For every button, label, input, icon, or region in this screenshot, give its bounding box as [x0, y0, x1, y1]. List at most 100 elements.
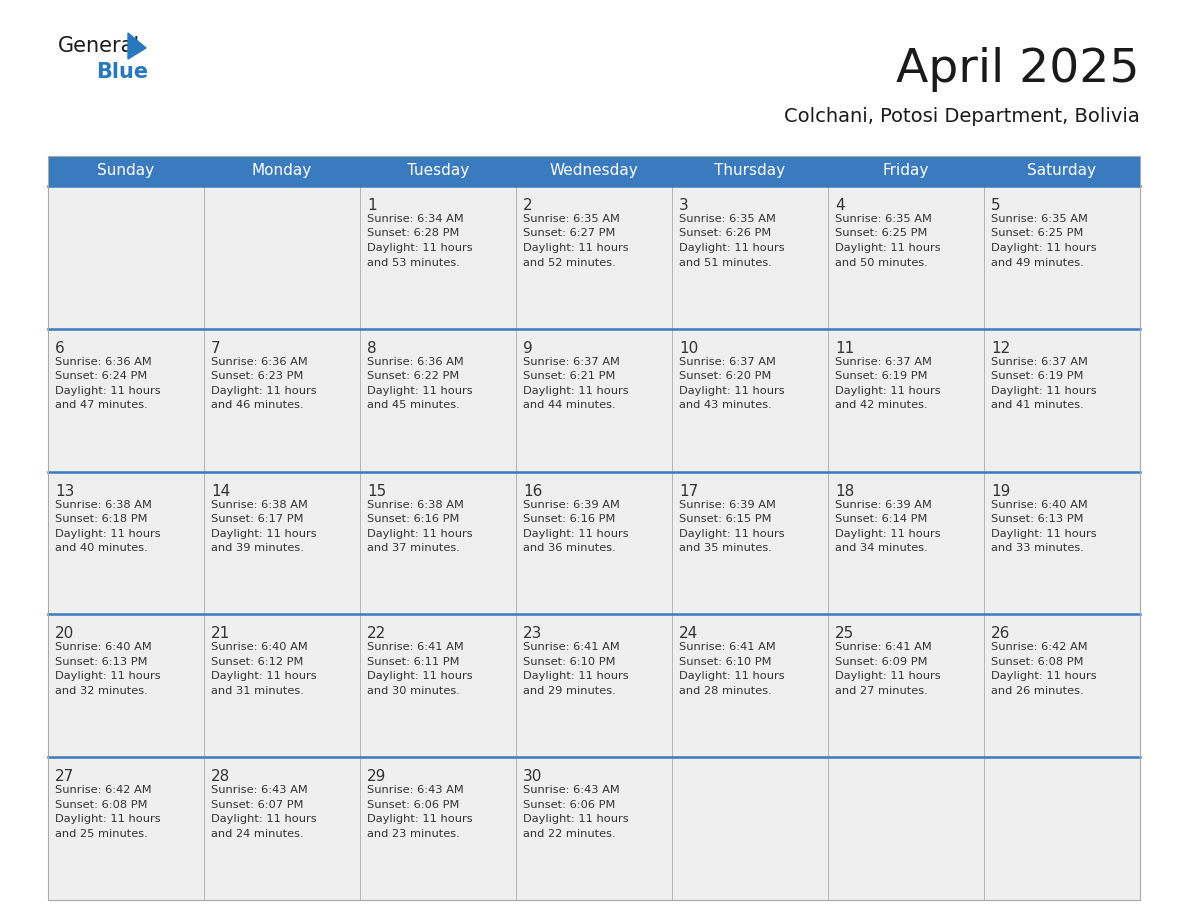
- Text: 15: 15: [367, 484, 386, 498]
- Text: Sunrise: 6:38 AM: Sunrise: 6:38 AM: [367, 499, 463, 509]
- Text: Daylight: 11 hours: Daylight: 11 hours: [991, 243, 1097, 253]
- Text: Daylight: 11 hours: Daylight: 11 hours: [523, 529, 628, 539]
- Text: Daylight: 11 hours: Daylight: 11 hours: [211, 529, 317, 539]
- Text: and 29 minutes.: and 29 minutes.: [523, 686, 615, 696]
- Text: Daylight: 11 hours: Daylight: 11 hours: [523, 671, 628, 681]
- Text: Daylight: 11 hours: Daylight: 11 hours: [367, 529, 473, 539]
- Text: Sunset: 6:09 PM: Sunset: 6:09 PM: [835, 657, 928, 666]
- Text: 16: 16: [523, 484, 543, 498]
- Text: Thursday: Thursday: [714, 163, 785, 178]
- Text: Sunset: 6:25 PM: Sunset: 6:25 PM: [991, 229, 1083, 239]
- Text: Daylight: 11 hours: Daylight: 11 hours: [523, 243, 628, 253]
- Text: Sunrise: 6:35 AM: Sunrise: 6:35 AM: [991, 214, 1088, 224]
- Text: Daylight: 11 hours: Daylight: 11 hours: [367, 243, 473, 253]
- Text: Sunset: 6:28 PM: Sunset: 6:28 PM: [367, 229, 460, 239]
- Text: Daylight: 11 hours: Daylight: 11 hours: [211, 671, 317, 681]
- Text: Sunset: 6:07 PM: Sunset: 6:07 PM: [211, 800, 303, 810]
- Text: Sunset: 6:26 PM: Sunset: 6:26 PM: [680, 229, 771, 239]
- Text: 19: 19: [991, 484, 1010, 498]
- Text: Daylight: 11 hours: Daylight: 11 hours: [835, 671, 941, 681]
- Text: 2: 2: [523, 198, 532, 213]
- Polygon shape: [128, 33, 146, 59]
- Text: Daylight: 11 hours: Daylight: 11 hours: [367, 814, 473, 824]
- Text: Sunrise: 6:35 AM: Sunrise: 6:35 AM: [523, 214, 620, 224]
- Text: and 24 minutes.: and 24 minutes.: [211, 829, 304, 839]
- Text: Sunset: 6:24 PM: Sunset: 6:24 PM: [55, 371, 147, 381]
- Text: Sunrise: 6:40 AM: Sunrise: 6:40 AM: [991, 499, 1088, 509]
- Text: and 37 minutes.: and 37 minutes.: [367, 543, 460, 554]
- Text: 23: 23: [523, 626, 543, 642]
- Text: Daylight: 11 hours: Daylight: 11 hours: [367, 671, 473, 681]
- Text: Daylight: 11 hours: Daylight: 11 hours: [523, 814, 628, 824]
- Text: 14: 14: [211, 484, 230, 498]
- Text: Sunrise: 6:36 AM: Sunrise: 6:36 AM: [55, 357, 152, 367]
- Text: Daylight: 11 hours: Daylight: 11 hours: [680, 243, 784, 253]
- Text: Daylight: 11 hours: Daylight: 11 hours: [367, 386, 473, 396]
- Text: Sunset: 6:12 PM: Sunset: 6:12 PM: [211, 657, 303, 666]
- Text: 12: 12: [991, 341, 1010, 356]
- Text: and 42 minutes.: and 42 minutes.: [835, 400, 928, 410]
- Text: Sunrise: 6:41 AM: Sunrise: 6:41 AM: [367, 643, 463, 653]
- Text: 6: 6: [55, 341, 65, 356]
- Text: 29: 29: [367, 769, 386, 784]
- Text: Sunday: Sunday: [97, 163, 154, 178]
- Text: Sunset: 6:21 PM: Sunset: 6:21 PM: [523, 371, 615, 381]
- Text: 27: 27: [55, 769, 74, 784]
- Text: Sunrise: 6:39 AM: Sunrise: 6:39 AM: [523, 499, 620, 509]
- Text: Sunrise: 6:38 AM: Sunrise: 6:38 AM: [55, 499, 152, 509]
- Text: 25: 25: [835, 626, 854, 642]
- Text: Sunset: 6:27 PM: Sunset: 6:27 PM: [523, 229, 615, 239]
- Text: Sunset: 6:16 PM: Sunset: 6:16 PM: [523, 514, 615, 524]
- Text: and 41 minutes.: and 41 minutes.: [991, 400, 1083, 410]
- Text: and 27 minutes.: and 27 minutes.: [835, 686, 928, 696]
- Text: 8: 8: [367, 341, 377, 356]
- Text: 5: 5: [991, 198, 1000, 213]
- Text: Daylight: 11 hours: Daylight: 11 hours: [680, 386, 784, 396]
- Text: Colchani, Potosi Department, Bolivia: Colchani, Potosi Department, Bolivia: [784, 106, 1140, 126]
- Text: Sunset: 6:10 PM: Sunset: 6:10 PM: [523, 657, 615, 666]
- Text: Sunrise: 6:35 AM: Sunrise: 6:35 AM: [835, 214, 931, 224]
- Text: Sunset: 6:08 PM: Sunset: 6:08 PM: [991, 657, 1083, 666]
- Text: and 30 minutes.: and 30 minutes.: [367, 686, 460, 696]
- Text: Sunrise: 6:39 AM: Sunrise: 6:39 AM: [835, 499, 931, 509]
- Text: 10: 10: [680, 341, 699, 356]
- Text: Monday: Monday: [252, 163, 312, 178]
- Text: Daylight: 11 hours: Daylight: 11 hours: [680, 671, 784, 681]
- Text: and 47 minutes.: and 47 minutes.: [55, 400, 147, 410]
- Text: Sunset: 6:06 PM: Sunset: 6:06 PM: [523, 800, 615, 810]
- Text: and 35 minutes.: and 35 minutes.: [680, 543, 772, 554]
- Text: and 23 minutes.: and 23 minutes.: [367, 829, 460, 839]
- Text: and 51 minutes.: and 51 minutes.: [680, 258, 772, 267]
- Text: Daylight: 11 hours: Daylight: 11 hours: [991, 671, 1097, 681]
- Text: Daylight: 11 hours: Daylight: 11 hours: [680, 529, 784, 539]
- Text: and 36 minutes.: and 36 minutes.: [523, 543, 615, 554]
- Text: Sunset: 6:20 PM: Sunset: 6:20 PM: [680, 371, 771, 381]
- Text: Sunrise: 6:40 AM: Sunrise: 6:40 AM: [55, 643, 152, 653]
- Text: 24: 24: [680, 626, 699, 642]
- Text: and 46 minutes.: and 46 minutes.: [211, 400, 304, 410]
- Text: 28: 28: [211, 769, 230, 784]
- Text: and 53 minutes.: and 53 minutes.: [367, 258, 460, 267]
- Text: Wednesday: Wednesday: [550, 163, 638, 178]
- Text: Sunrise: 6:34 AM: Sunrise: 6:34 AM: [367, 214, 463, 224]
- Text: 26: 26: [991, 626, 1010, 642]
- Text: Sunrise: 6:36 AM: Sunrise: 6:36 AM: [211, 357, 308, 367]
- Text: 1: 1: [367, 198, 377, 213]
- Text: Sunrise: 6:42 AM: Sunrise: 6:42 AM: [55, 785, 152, 795]
- Text: 20: 20: [55, 626, 74, 642]
- Text: Daylight: 11 hours: Daylight: 11 hours: [991, 386, 1097, 396]
- Text: Sunrise: 6:43 AM: Sunrise: 6:43 AM: [367, 785, 463, 795]
- Text: Sunrise: 6:39 AM: Sunrise: 6:39 AM: [680, 499, 776, 509]
- Text: and 50 minutes.: and 50 minutes.: [835, 258, 928, 267]
- Text: and 31 minutes.: and 31 minutes.: [211, 686, 304, 696]
- Text: and 26 minutes.: and 26 minutes.: [991, 686, 1083, 696]
- Text: and 34 minutes.: and 34 minutes.: [835, 543, 928, 554]
- Text: Daylight: 11 hours: Daylight: 11 hours: [55, 529, 160, 539]
- Text: Sunset: 6:17 PM: Sunset: 6:17 PM: [211, 514, 303, 524]
- Text: and 43 minutes.: and 43 minutes.: [680, 400, 772, 410]
- Text: Sunset: 6:25 PM: Sunset: 6:25 PM: [835, 229, 928, 239]
- Text: Sunrise: 6:37 AM: Sunrise: 6:37 AM: [523, 357, 620, 367]
- Text: and 40 minutes.: and 40 minutes.: [55, 543, 147, 554]
- Text: Sunrise: 6:38 AM: Sunrise: 6:38 AM: [211, 499, 308, 509]
- Text: and 39 minutes.: and 39 minutes.: [211, 543, 304, 554]
